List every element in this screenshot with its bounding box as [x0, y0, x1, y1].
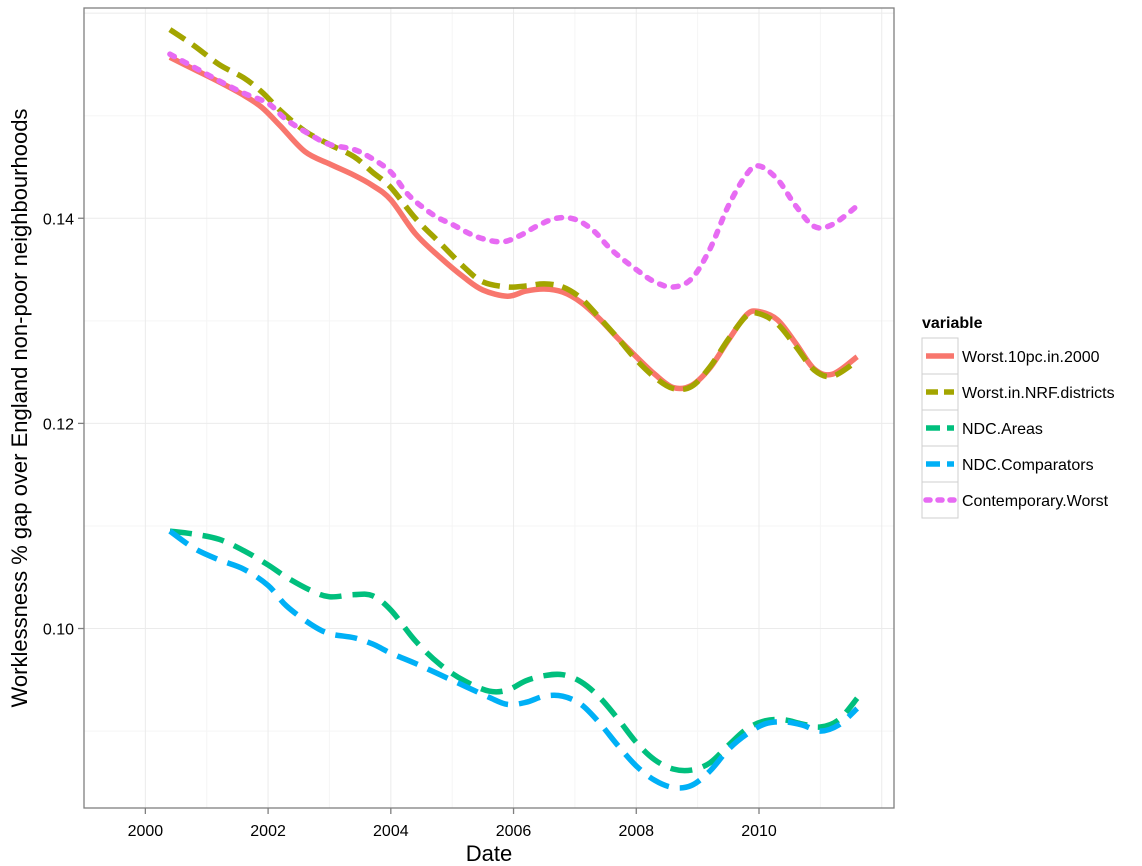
series-line-worst-in-nrf-districts — [168, 27, 859, 393]
legend-label: Contemporary.Worst — [962, 493, 1109, 510]
y-tick-label: 0.12 — [43, 416, 74, 433]
plot-panel-border — [83, 7, 895, 809]
grid-minor — [84, 8, 894, 808]
x-tick-label: 2006 — [496, 823, 532, 840]
grid-major — [84, 8, 894, 808]
legend-label: NDC.Areas — [962, 421, 1043, 438]
x-axis-ticks: 2000 2002 2004 2006 2008 2010 — [128, 808, 777, 840]
series-line-contemporary-worst — [167, 51, 860, 290]
x-tick-label: 2010 — [741, 823, 777, 840]
y-axis-title: Worklessness % gap over England non-poor… — [7, 109, 32, 708]
x-tick-label: 2000 — [128, 823, 164, 840]
x-tick-label: 2002 — [250, 823, 286, 840]
legend-title: variable — [922, 315, 983, 332]
y-tick-label: 0.10 — [43, 622, 74, 639]
series-layer — [167, 27, 860, 791]
y-axis-ticks: 0.10 0.12 0.14 — [43, 211, 84, 639]
legend-label: Worst.10pc.in.2000 — [962, 349, 1100, 366]
legend: variable Worst.10pc.in.2000 Worst.in.NRF.… — [921, 315, 1115, 519]
series-line-worst-10pc-in-2000 — [168, 54, 859, 392]
legend-label: Worst.in.NRF.districts — [962, 385, 1115, 402]
y-tick-label: 0.14 — [43, 211, 74, 228]
series-line-ndc-areas — [169, 528, 860, 774]
x-tick-label: 2004 — [373, 823, 409, 840]
x-axis-title: Date — [466, 841, 512, 866]
legend-label: NDC.Comparators — [962, 457, 1094, 474]
x-tick-label: 2008 — [618, 823, 654, 840]
